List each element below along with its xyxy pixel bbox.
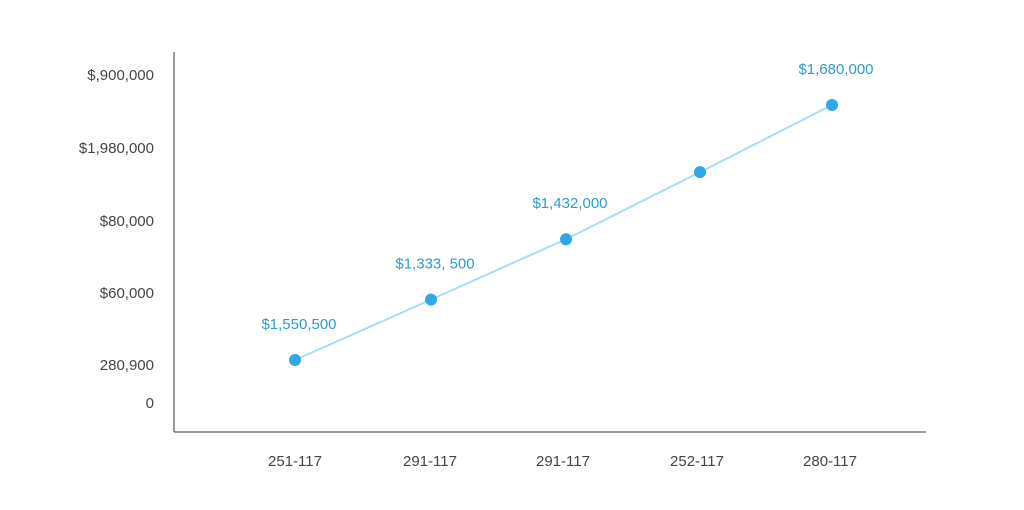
- y-tick-labels: $,900,000 $1,980,000 $80,000 $60,000 280…: [79, 67, 154, 412]
- data-point[interactable]: [826, 99, 838, 111]
- x-tick-label: 252-117: [670, 453, 724, 470]
- x-tick-label: 251-117: [268, 453, 322, 470]
- data-point[interactable]: [694, 166, 706, 179]
- data-point[interactable]: [289, 354, 301, 366]
- y-tick-label: 0: [146, 395, 154, 412]
- data-label: $1,680,000: [798, 61, 873, 78]
- y-tick-label: 280,900: [100, 357, 154, 374]
- x-tick-label: 291-117: [403, 453, 457, 470]
- data-label: $1,333, 500: [395, 256, 474, 273]
- data-point[interactable]: [560, 233, 572, 246]
- series-0: $1,550,500 $1,333, 500 $1,432,000 $1,680,00…: [261, 61, 874, 366]
- y-tick-label: $80,000: [100, 213, 154, 230]
- x-tick-label: 291-117: [536, 453, 590, 470]
- y-tick-label: $,900,000: [87, 67, 154, 84]
- data-label: $1,550,500: [261, 316, 336, 333]
- x-tick-labels: 251-117 291-117 291-117 252-117 280-117: [268, 453, 857, 470]
- y-tick-label: $60,000: [100, 285, 154, 302]
- x-tick-label: 280-117: [803, 453, 857, 470]
- series-line: [294, 104, 833, 361]
- data-point[interactable]: [425, 293, 437, 306]
- data-label: $1,432,000: [532, 195, 607, 212]
- y-tick-label: $1,980,000: [79, 140, 154, 157]
